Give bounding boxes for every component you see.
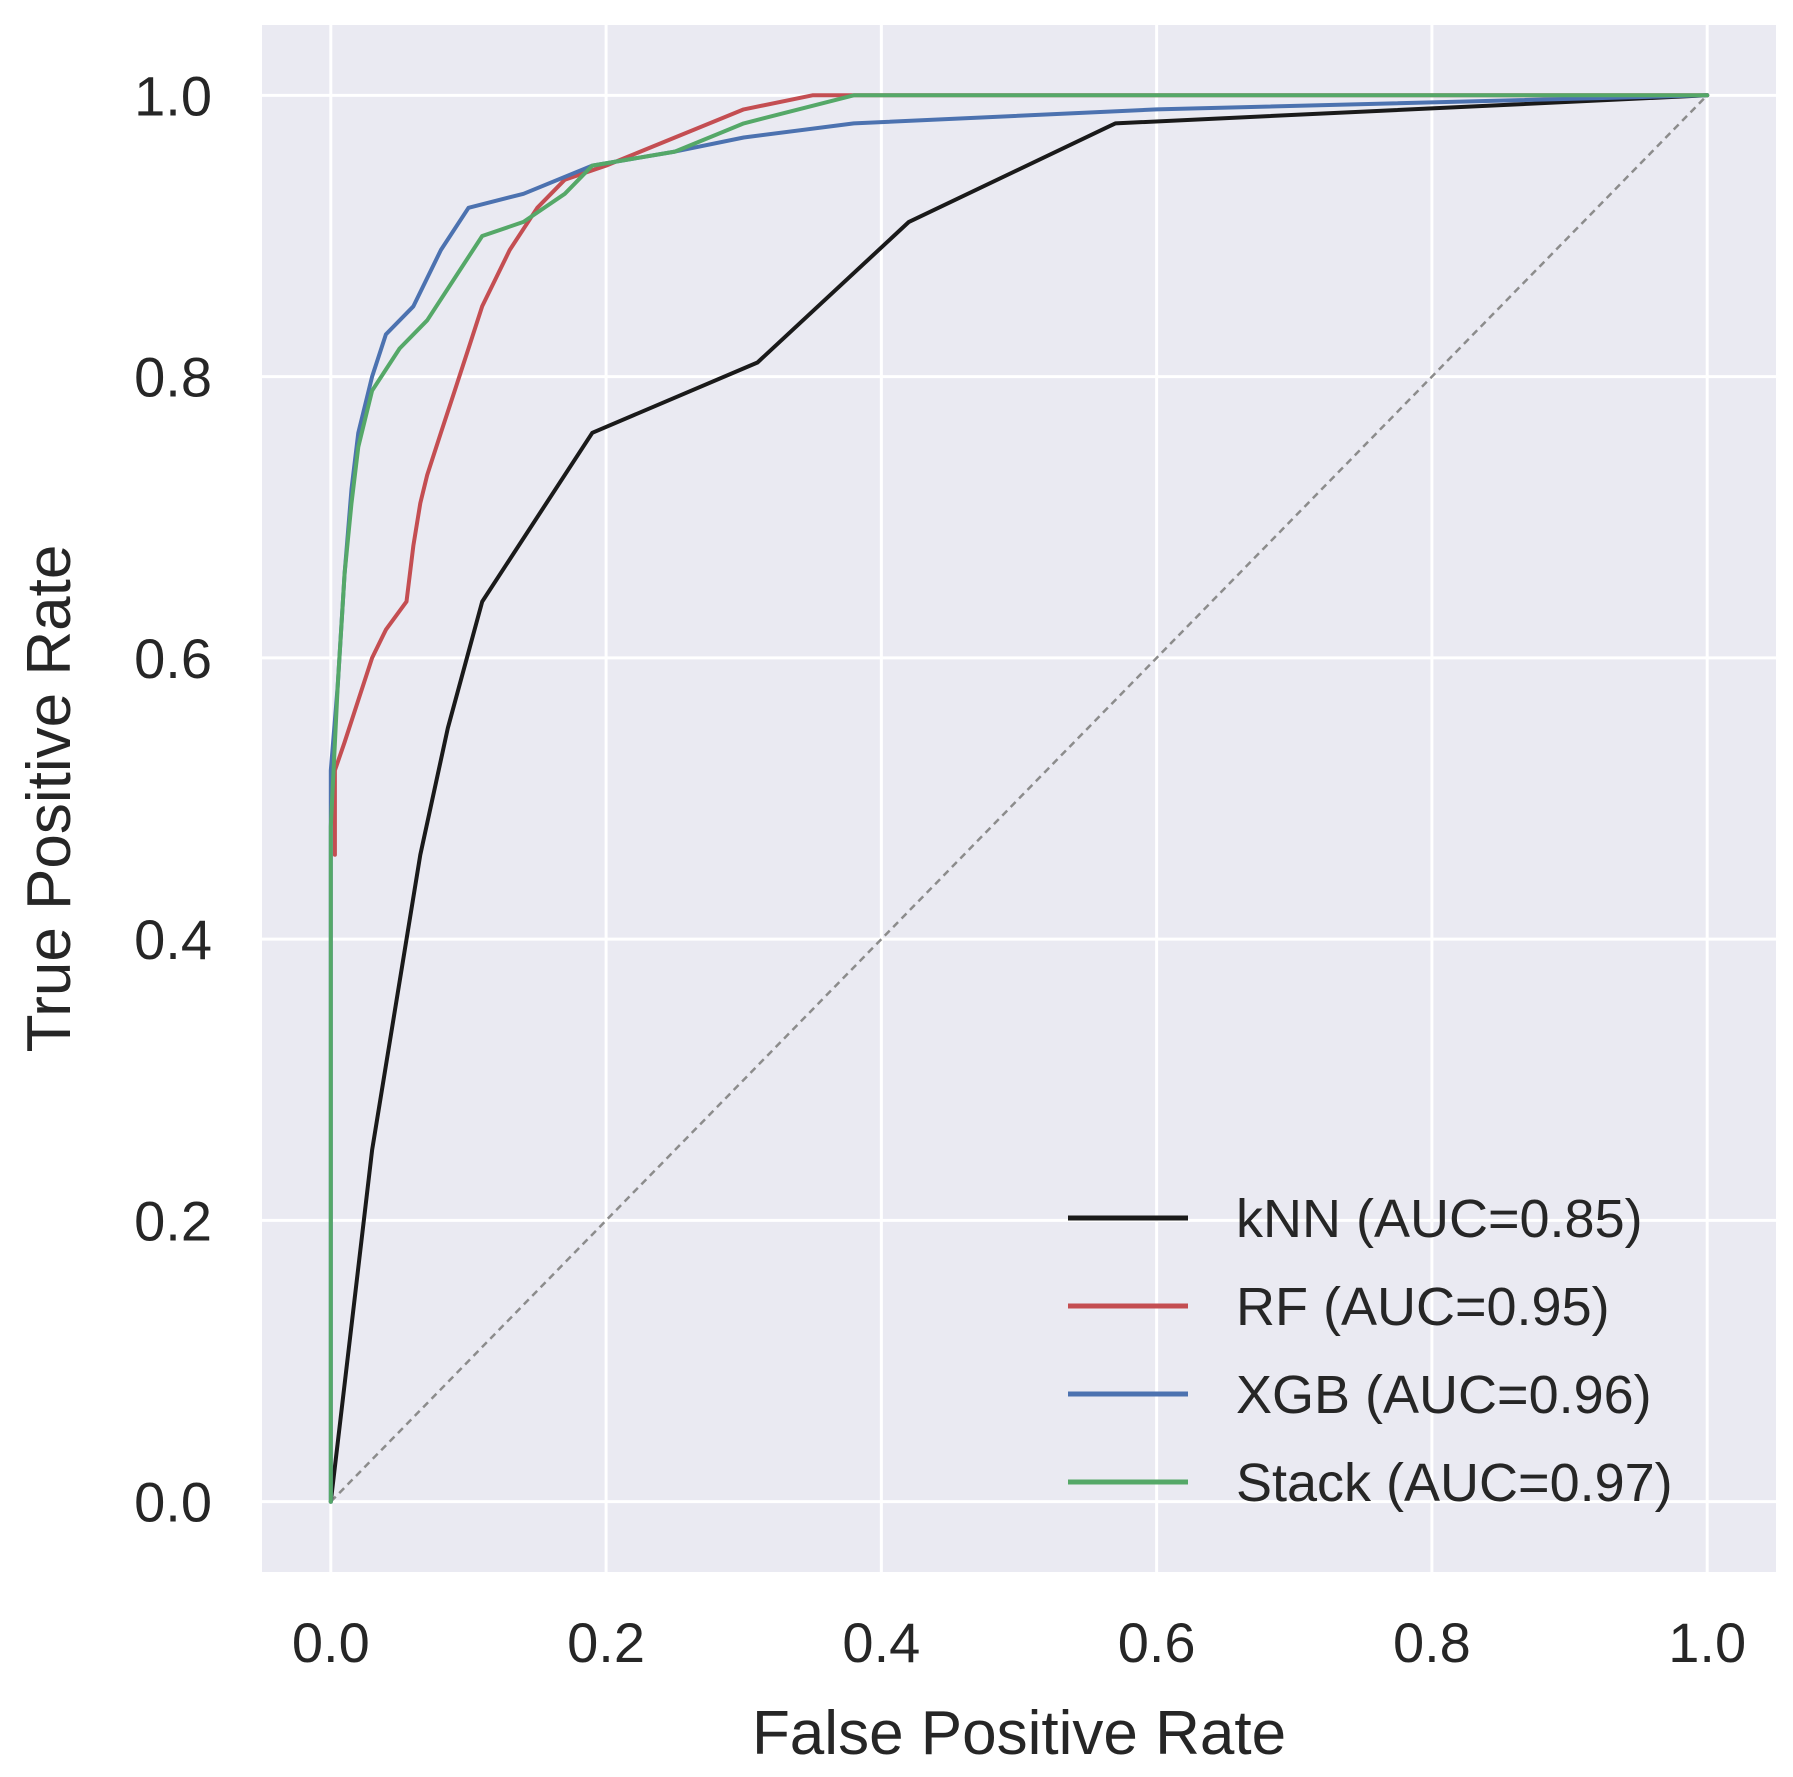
y-tick-label: 1.0 [134,64,212,127]
legend: kNN (AUC=0.85) RF (AUC=0.95) XGB (AUC=0.96… [1068,1189,1673,1513]
series-line-0 [328,93,1710,1504]
diagonal-reference-line [329,94,1709,1503]
x-tick-labels: 0.0 0.2 0.4 0.6 0.8 1.0 [292,1611,1746,1674]
x-tick-label: 0.4 [842,1611,920,1674]
x-tick-label: 1.0 [1668,1611,1746,1674]
y-tick-label: 0.0 [134,1471,212,1534]
legend-label-0: kNN (AUC=0.85) [1236,1189,1643,1249]
x-tick-label: 0.8 [1393,1611,1471,1674]
y-tick-label: 0.4 [134,908,212,971]
legend-label-3: Stack (AUC=0.97) [1236,1453,1673,1513]
y-tick-label: 0.2 [134,1189,212,1252]
y-axis-label: True Positive Rate [15,545,84,1053]
x-tick-label: 0.2 [567,1611,645,1674]
series-line-1 [332,93,1710,857]
x-tick-label: 0.6 [1118,1611,1196,1674]
y-tick-label: 0.8 [134,346,212,409]
legend-label-1: RF (AUC=0.95) [1236,1277,1610,1337]
legend-label-2: XGB (AUC=0.96) [1236,1365,1652,1425]
x-tick-label: 0.0 [292,1611,370,1674]
x-axis-label: False Positive Rate [752,1699,1286,1768]
y-tick-label: 0.6 [134,627,212,690]
series-line-3 [328,93,1710,1504]
y-tick-labels: 0.0 0.2 0.4 0.6 0.8 1.0 [134,64,212,1533]
series-layer [328,93,1710,1504]
diagonal-layer [329,94,1709,1503]
